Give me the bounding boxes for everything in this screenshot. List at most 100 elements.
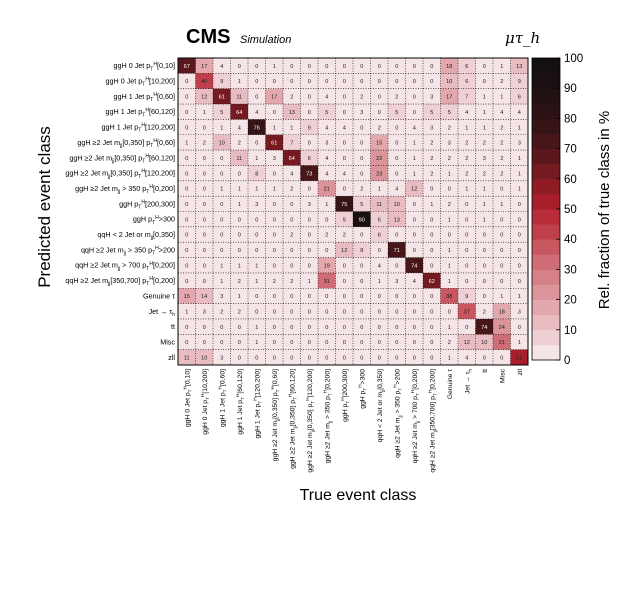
cell-value-label: 0 <box>395 233 398 239</box>
cell-value-label: 0 <box>448 309 451 315</box>
heatmap-cell <box>388 134 406 151</box>
cell-value-label: 0 <box>430 309 433 315</box>
cell-value-label: 0 <box>360 156 363 162</box>
cell-value-label: 4 <box>290 171 293 177</box>
heatmap-cell <box>405 211 424 228</box>
cell-value-label: 0 <box>360 356 363 362</box>
cell-value-label: 1 <box>255 340 258 346</box>
colorbar-tick-label: 10 <box>564 325 577 337</box>
cell-value-label: 0 <box>430 217 433 223</box>
heatmap-cell <box>370 257 389 274</box>
heatmap-cell <box>510 211 529 228</box>
heatmap-cell <box>388 150 406 166</box>
heatmap-cell <box>178 73 196 89</box>
cell-value-label: 1 <box>273 64 276 70</box>
heatmap-cell <box>300 257 319 274</box>
heatmap-cell <box>178 134 196 151</box>
heatmap-cell <box>265 272 284 289</box>
y-tick-label: ggH ≥2 Jet mjj > 350 pTH[0,200] <box>75 184 175 195</box>
cell-value-label: 0 <box>185 217 188 223</box>
cell-value-label: 1 <box>518 171 521 177</box>
cell-value-label: 1 <box>220 187 223 193</box>
cell-value-label: 1 <box>448 217 451 223</box>
heatmap-grid <box>177 57 529 366</box>
heatmap-cell <box>423 150 441 166</box>
cell-value-label: 4 <box>238 125 241 131</box>
heatmap-cell <box>195 104 214 120</box>
heatmap-cell <box>300 104 319 120</box>
heatmap-cell <box>475 334 494 350</box>
heatmap-cell <box>370 150 389 166</box>
heatmap-cell <box>475 134 494 151</box>
heatmap-cell <box>265 180 284 197</box>
cell-value-label: 0 <box>360 279 363 285</box>
cell-value-label: 0 <box>378 309 381 315</box>
cell-value-label: 0 <box>325 79 328 85</box>
cell-value-label: 1 <box>255 279 258 285</box>
heatmap-cell <box>353 165 371 182</box>
x-axis-title: True event class <box>300 487 417 504</box>
heatmap-cell <box>458 150 476 166</box>
cell-value-label: 0 <box>500 263 503 269</box>
colorbar-tick-label: 80 <box>564 113 577 125</box>
heatmap-cell <box>178 150 196 166</box>
cell-value-label: 74 <box>411 263 417 269</box>
cell-value-label: 0 <box>343 156 346 162</box>
cell-value-label: 2 <box>430 156 433 162</box>
cell-value-label: 2 <box>238 141 241 147</box>
heatmap-cell <box>178 180 196 197</box>
heatmap-cell <box>335 180 354 197</box>
heatmap-cell <box>423 272 441 289</box>
heatmap-cell <box>178 334 196 350</box>
cell-value-label: 1 <box>413 156 416 162</box>
y-tick-label: tt <box>171 322 175 331</box>
cell-value-label: 0 <box>483 279 486 285</box>
heatmap-cell <box>475 257 494 274</box>
cell-value-label: 0 <box>395 263 398 269</box>
cell-value-label: 2 <box>500 79 503 85</box>
heatmap-cell <box>248 334 266 350</box>
cell-value-label: 0 <box>308 263 311 269</box>
colorbar-tick-label: 50 <box>564 204 577 216</box>
simulation-label: Simulation <box>240 34 291 46</box>
heatmap-cell <box>213 272 231 289</box>
heatmap-cell <box>493 150 511 166</box>
heatmap-cell <box>265 211 284 228</box>
heatmap-cell <box>510 318 529 335</box>
heatmap-cell <box>458 165 476 182</box>
heatmap-cell <box>195 196 214 212</box>
heatmap-cell <box>353 272 371 289</box>
cell-value-label: 0 <box>273 217 276 223</box>
heatmap-cell <box>283 349 301 366</box>
cell-value-label: 0 <box>465 263 468 269</box>
cell-value-label: 0 <box>360 125 363 131</box>
cell-value-label: 4 <box>500 110 503 116</box>
cell-value-label: 76 <box>254 125 260 131</box>
heatmap-cell <box>300 134 319 151</box>
cell-value-label: 0 <box>220 217 223 223</box>
y-tick-label: ggH ≥2 Jet mjj[0,350] pTH[120,200] <box>65 169 175 180</box>
cell-value-label: 2 <box>203 141 206 147</box>
cell-value-label: 2 <box>395 95 398 101</box>
cell-value-label: 0 <box>518 248 521 254</box>
heatmap-cell <box>300 288 319 304</box>
cell-value-label: 1 <box>518 187 521 193</box>
heatmap-cell <box>318 134 336 151</box>
cell-value-label: 0 <box>308 95 311 101</box>
cell-value-label: 0 <box>273 248 276 254</box>
heatmap-cell <box>405 58 424 74</box>
cell-value-label: 0 <box>290 340 293 346</box>
cell-value-label: 0 <box>378 95 381 101</box>
heatmap-cell <box>493 211 511 228</box>
cell-value-label: 2 <box>448 125 451 131</box>
colorbar-segment <box>532 178 560 195</box>
heatmap-cell <box>370 104 389 120</box>
heatmap-cell <box>370 196 389 212</box>
cell-value-label: 1 <box>185 141 188 147</box>
heatmap-cell <box>248 58 266 74</box>
heatmap-cell <box>475 180 494 197</box>
heatmap-cell <box>353 196 371 212</box>
colorbar-tick-label: 40 <box>564 234 577 246</box>
heatmap-cell <box>335 88 354 105</box>
heatmap-cell <box>195 165 214 182</box>
